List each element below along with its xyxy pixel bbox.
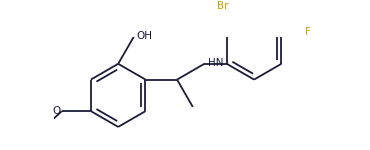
Text: OH: OH: [137, 31, 152, 41]
Text: F: F: [305, 27, 311, 37]
Text: Br: Br: [216, 2, 228, 12]
Text: HN: HN: [208, 58, 223, 68]
Text: O: O: [52, 106, 60, 116]
